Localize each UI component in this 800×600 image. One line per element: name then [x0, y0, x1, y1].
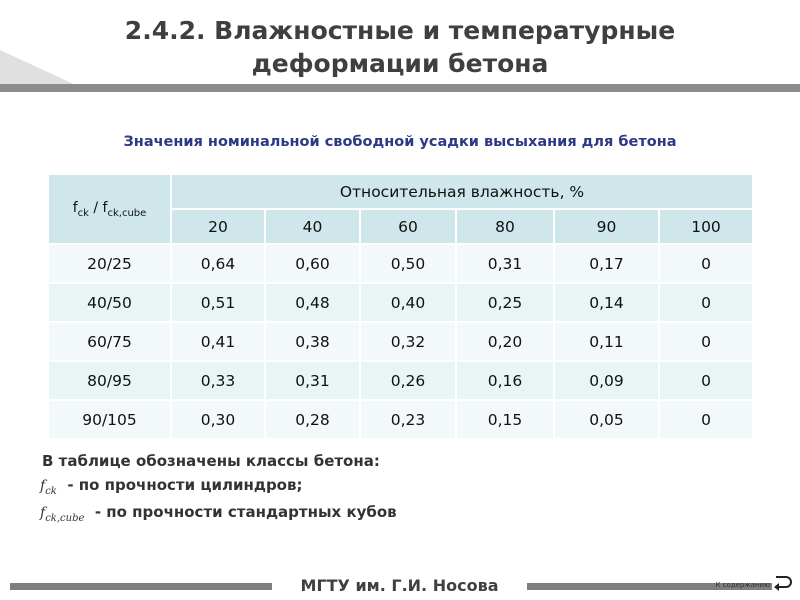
table-row: 90/105 0,30 0,28 0,23 0,15 0,05 0: [47, 399, 754, 440]
cell: 0,14: [553, 282, 660, 323]
cell: 0,17: [553, 243, 660, 284]
cell: 0: [658, 399, 754, 440]
note-text: - по прочности цилиндров;: [67, 476, 303, 494]
cell: 0,48: [264, 282, 361, 323]
cell: 0: [658, 321, 754, 362]
corner-cell: fck / fck,cube: [47, 173, 172, 245]
column-header: 80: [455, 208, 555, 245]
cell: 0,41: [170, 321, 266, 362]
cell: 0,31: [455, 243, 555, 284]
cell: 0,05: [553, 399, 660, 440]
column-header: 90: [553, 208, 660, 245]
note-symbol-sub: ck: [45, 485, 57, 497]
toc-icon[interactable]: [772, 572, 794, 592]
table-body: fck / fck,cube Относительная влажность, …: [47, 173, 754, 440]
toc-link[interactable]: К содержанию: [715, 581, 770, 589]
group-header: Относительная влажность, %: [170, 173, 754, 210]
corner-text: / f: [88, 199, 108, 216]
cell: 0,28: [264, 399, 361, 440]
note-symbol: fck,cube: [40, 504, 85, 524]
cell: 0,20: [455, 321, 555, 362]
corner-text: f: [72, 199, 78, 216]
row-label: 90/105: [47, 399, 172, 440]
note-symbol: fck: [40, 478, 57, 497]
column-header: 20: [170, 208, 266, 245]
cell: 0,31: [264, 360, 361, 401]
corner-sub: ck,cube: [107, 207, 147, 219]
cell: 0,26: [359, 360, 457, 401]
header-row: fck / fck,cube Относительная влажность, …: [47, 173, 754, 245]
cell: 0: [658, 282, 754, 323]
data-table: fck / fck,cube Относительная влажность, …: [47, 173, 754, 440]
table-row: 80/95 0,33 0,31 0,26 0,16 0,09 0: [47, 360, 754, 401]
cell: 0,64: [170, 243, 266, 284]
row-label: 80/95: [47, 360, 172, 401]
note-item: fck,cube - по прочности стандартных кубо…: [40, 503, 397, 524]
cell: 0,11: [553, 321, 660, 362]
cell: 0: [658, 360, 754, 401]
cell: 0: [658, 243, 754, 284]
row-label: 40/50: [47, 282, 172, 323]
table-row: 40/50 0,51 0,48 0,40 0,25 0,14 0: [47, 282, 754, 323]
corner-sub: ck: [77, 207, 89, 219]
cell: 0,30: [170, 399, 266, 440]
decor-shape: [0, 50, 78, 86]
notes: В таблице обозначены классы бетона: fck …: [40, 452, 397, 530]
table-caption: Значения номинальной свободной усадки вы…: [123, 134, 677, 150]
cell: 0,50: [359, 243, 457, 284]
cell: 0,32: [359, 321, 457, 362]
cell: 0,25: [455, 282, 555, 323]
cell: 0,23: [359, 399, 457, 440]
footer-org: МГТУ им. Г.И. Носова: [300, 576, 499, 595]
note-symbol-sub: ck,cube: [45, 512, 85, 524]
footer-bar: [10, 583, 272, 590]
row-label: 60/75: [47, 321, 172, 362]
column-header: 40: [264, 208, 361, 245]
cell: 0,51: [170, 282, 266, 323]
notes-heading: В таблице обозначены классы бетона:: [42, 452, 380, 470]
cell: 0,16: [455, 360, 555, 401]
note-text: - по прочности стандартных кубов: [94, 502, 397, 521]
cell: 0,60: [264, 243, 361, 284]
cell: 0,33: [170, 360, 266, 401]
column-header: 60: [359, 208, 457, 245]
table-row: 60/75 0,41 0,38 0,32 0,20 0,11 0: [47, 321, 754, 362]
cell: 0,15: [455, 399, 555, 440]
table-row: 20/25 0,64 0,60 0,50 0,31 0,17 0: [47, 243, 754, 284]
row-label: 20/25: [47, 243, 172, 284]
column-header-row: 20 40 60 80 90 100: [48, 208, 754, 245]
cell: 0,09: [553, 360, 660, 401]
column-header: 100: [658, 208, 754, 245]
title-bar: [0, 84, 800, 92]
cell: 0,38: [264, 321, 361, 362]
cell: 0,40: [359, 282, 457, 323]
slide-title: 2.4.2. Влажностные и температурные дефор…: [124, 16, 676, 78]
footer-bar: [527, 583, 772, 590]
note-item: fck - по прочности цилиндров;: [40, 476, 397, 497]
